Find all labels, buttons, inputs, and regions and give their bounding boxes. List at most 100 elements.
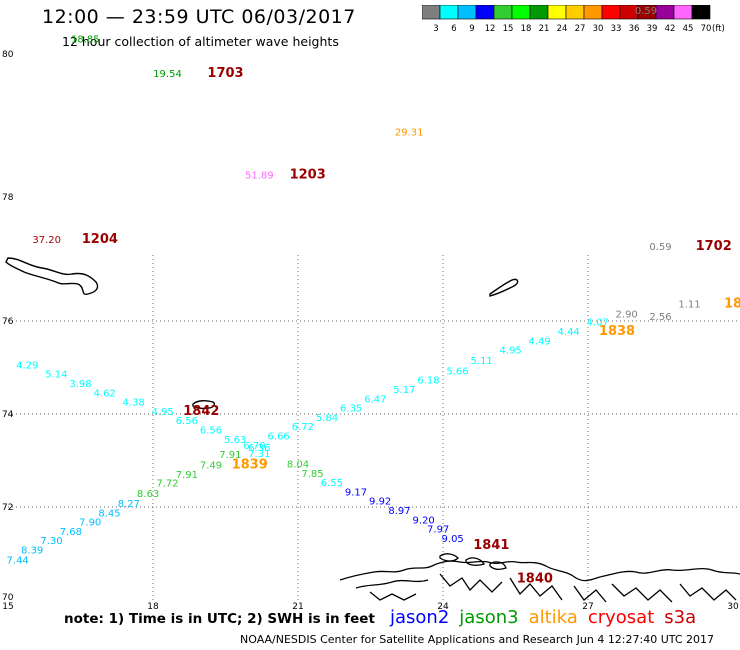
colorbar-tick-label: 33 <box>611 24 622 34</box>
lat-tick-label: 74 <box>2 410 14 420</box>
lon-tick-label: 24 <box>437 602 449 612</box>
wave-height-value: 3.98 <box>69 379 91 390</box>
colorbar-tick-label: 70 <box>701 24 712 34</box>
pass-id-label: 1702 <box>696 239 732 254</box>
units-note: note: 1) Time is in UTC; 2) SWH is in fe… <box>64 611 375 627</box>
wave-height-value: 2.56 <box>649 312 671 323</box>
colorbar-tick-label: 9 <box>469 24 474 34</box>
wave-height-value: 7.90 <box>79 518 101 529</box>
lon-tick-label: 15 <box>2 602 13 612</box>
satellite-legend-s3a: s3a <box>664 607 697 628</box>
wave-height-value: 9.20 <box>413 515 435 526</box>
wave-height-value: 7.49 <box>200 460 222 471</box>
pass-id-label: 1204 <box>82 232 118 247</box>
wave-height-value: 8.39 <box>21 546 43 557</box>
wave-height-value: 4.95 <box>500 346 522 357</box>
wave-height-value: 4.49 <box>529 336 551 347</box>
wave-height-value: 5.66 <box>446 366 468 377</box>
colorbar-tick-label: 42 <box>665 24 676 34</box>
wave-height-value: 6.72 <box>292 422 314 433</box>
pass-id-label: 1840 <box>517 571 553 586</box>
wave-height-value: 8.63 <box>137 489 159 500</box>
colorbar-tick-label: 21 <box>539 24 550 34</box>
wave-height-value: 9.17 <box>345 487 367 498</box>
satellite-legend-altika: altika <box>528 607 578 628</box>
wave-height-value: 2.90 <box>616 309 638 320</box>
wave-height-value: 19.54 <box>153 69 182 80</box>
satellite-legend-jason2: jason2 <box>390 607 450 628</box>
coastline-svalbard <box>5 257 99 296</box>
wave-height-value: 6.36 <box>248 443 270 454</box>
wave-height-value: 29.31 <box>395 128 424 139</box>
pass-id-label: 1841 <box>473 538 509 553</box>
wave-height-value: 7.68 <box>60 527 82 538</box>
satellite-legend-cryosat: cryosat <box>587 607 655 628</box>
wave-height-value: 6.66 <box>268 432 290 443</box>
coastline-norway <box>339 553 740 603</box>
map-subtitle: 12 hour collection of altimeter wave hei… <box>62 34 339 49</box>
wave-height-value: 6.35 <box>340 404 362 415</box>
wave-height-value: 7.31 <box>248 449 270 460</box>
wave-height-value: 8.97 <box>388 506 410 517</box>
wave-height-value: 7.91 <box>219 450 241 461</box>
pass-id-label: 1842 <box>183 404 219 419</box>
lat-tick-label: 78 <box>2 193 14 203</box>
satellite-legend: jason2 jason3 altika cryosat s3a <box>390 607 706 628</box>
wave-height-value: 5.17 <box>393 385 415 396</box>
wave-height-value: 9.92 <box>369 497 391 508</box>
wave-height-value: 4.95 <box>152 407 174 418</box>
wave-height-value: 8.27 <box>118 499 140 510</box>
wave-height-value: 6.55 <box>321 478 343 489</box>
wave-height-value: 0.59 <box>649 242 671 253</box>
graticule <box>8 255 740 600</box>
colorbar-tick-label: 45 <box>683 24 694 34</box>
colorbar-tick-label: 12 <box>485 24 496 34</box>
wave-height-value: 7.85 <box>301 469 323 480</box>
wave-height-value: 18.85 <box>71 35 100 46</box>
pass-id-label: 1839 <box>232 457 268 472</box>
wave-height-value: 1.11 <box>678 299 700 310</box>
wave-height-value: 51.89 <box>245 171 274 182</box>
wave-height-value: 4.44 <box>558 327 580 338</box>
wave-height-value: 5.11 <box>471 356 493 367</box>
wave-height-value: 6.56 <box>200 426 222 437</box>
pass-id-label: 1703 <box>207 66 243 81</box>
lat-tick-label: 80 <box>2 50 14 60</box>
wave-height-value: 7.30 <box>40 536 62 547</box>
wave-height-value: 7.97 <box>427 525 449 536</box>
colorbar-tick-label: 15 <box>503 24 514 34</box>
colorbar-tick-label: 36 <box>629 24 640 34</box>
wave-height-value: 4.07 <box>587 318 609 329</box>
colorbar-tick-label: 18 <box>521 24 532 34</box>
wave-height-value: 5.84 <box>316 413 338 424</box>
lat-tick-label: 76 <box>2 317 14 327</box>
colorbar-unit: (ft) <box>712 24 725 34</box>
wave-height-value: 6.18 <box>417 375 439 386</box>
wave-height-value: 0.59 <box>635 6 657 17</box>
wave-height-value: 7.72 <box>156 479 178 490</box>
wave-height-value: 6.56 <box>176 416 198 427</box>
lon-tick-label: 18 <box>147 602 159 612</box>
wave-height-value: 9.05 <box>442 534 464 545</box>
colorbar-tick-label: 24 <box>557 24 568 34</box>
lon-tick-label: 21 <box>292 602 303 612</box>
wave-height-value: 5.14 <box>45 370 67 381</box>
wave-height-value: 4.62 <box>94 388 116 399</box>
coastline-bear-island <box>192 399 216 410</box>
colorbar-tick-label: 39 <box>647 24 658 34</box>
wave-height-value: 37.20 <box>32 235 61 246</box>
map-title: 12:00 — 23:59 UTC 06/03/2017 <box>42 6 356 28</box>
wave-height-value: 6.47 <box>364 394 386 405</box>
coastline-island-east <box>489 278 519 297</box>
wave-height-value: 8.04 <box>287 459 309 470</box>
wave-height-value: 7.44 <box>7 556 29 567</box>
colorbar-tick-label: 30 <box>593 24 604 34</box>
lon-tick-label: 30 <box>727 602 739 612</box>
wave-height-value: 7.91 <box>176 470 198 481</box>
pass-id-label: 1838 <box>599 324 635 339</box>
colorbar-tick-label: 6 <box>451 24 456 34</box>
pass-id-label: 18 <box>724 296 740 311</box>
wave-height-colorbar: 3 6 9 12 15 18 21 24 27 30 33 36 39 42 45 70 (ft) <box>422 5 725 34</box>
pass-id-label: 1203 <box>290 168 326 183</box>
